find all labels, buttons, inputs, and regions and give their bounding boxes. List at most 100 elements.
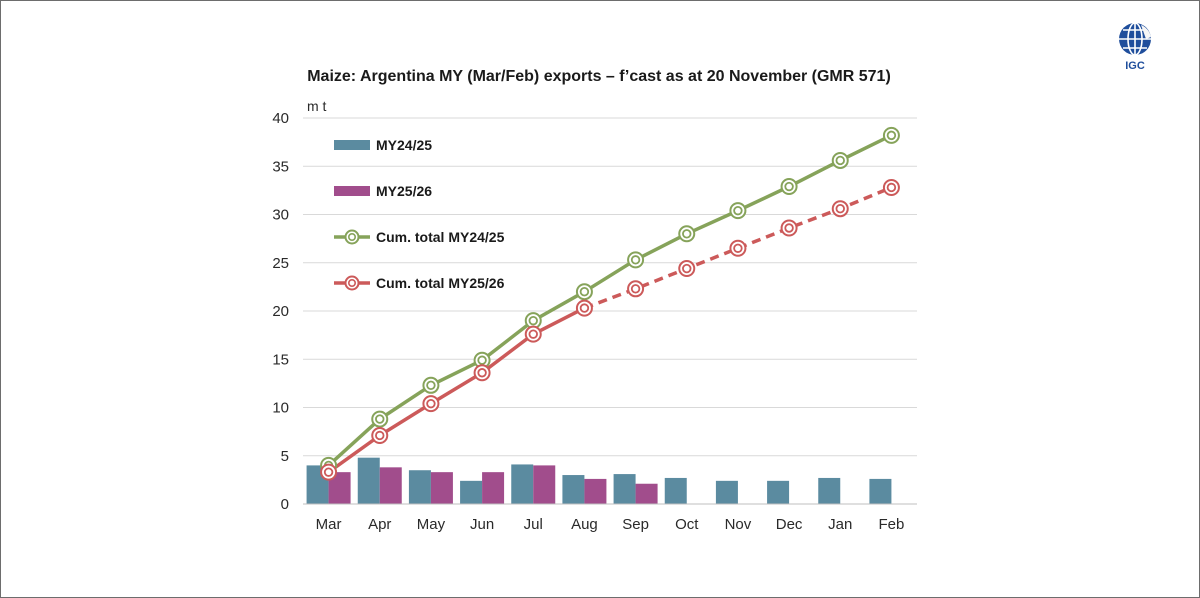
bars bbox=[306, 457, 892, 504]
marker-cum-total-my25-26 bbox=[882, 178, 900, 196]
series-markers bbox=[320, 126, 900, 481]
legend-swatch bbox=[334, 186, 370, 196]
legend: MY24/25 MY25/26 Cum. total MY24/25 Cum. tot… bbox=[334, 137, 505, 291]
bar-my25-26 bbox=[328, 472, 351, 504]
x-tick-label: May bbox=[417, 516, 446, 533]
marker-cum-total-my25-26 bbox=[320, 463, 338, 481]
marker-core bbox=[733, 205, 743, 216]
y-tick-label: 15 bbox=[272, 351, 289, 368]
marker-core bbox=[579, 287, 590, 297]
logo-text: IGC bbox=[1125, 60, 1145, 72]
y-tick-label: 5 bbox=[281, 448, 289, 465]
marker-cum-total-my24-25 bbox=[371, 410, 389, 428]
bar-my25-26 bbox=[482, 472, 505, 504]
y-tick-label: 35 bbox=[272, 158, 289, 175]
legend-item: Cum. total MY25/26 bbox=[334, 275, 505, 291]
y-axis-ticks: 0 5 10 15 20 25 30 35 40 bbox=[272, 110, 289, 513]
bar-my24-25 bbox=[562, 475, 585, 504]
marker-cum-total-my24-25 bbox=[627, 251, 645, 269]
marker-cum-total-my25-26 bbox=[729, 239, 747, 257]
marker-cum-total-my25-26 bbox=[831, 200, 849, 218]
legend-label: Cum. total MY24/25 bbox=[376, 229, 505, 245]
y-tick-label: 0 bbox=[281, 496, 289, 513]
x-tick-label: Jan bbox=[828, 516, 852, 533]
marker-cum-total-my24-25 bbox=[831, 151, 849, 169]
x-tick-label: Aug bbox=[571, 516, 598, 533]
legend-swatch bbox=[334, 140, 370, 150]
marker-cum-total-my25-26 bbox=[780, 219, 798, 237]
marker-cum-total-my24-25 bbox=[575, 283, 593, 301]
bar-my25-26 bbox=[533, 465, 556, 504]
marker-core bbox=[682, 263, 692, 274]
bar-my24-25 bbox=[613, 474, 636, 504]
marker-core bbox=[375, 430, 385, 441]
marker-cum-total-my25-26 bbox=[473, 364, 491, 382]
marker-cum-total-my25-26 bbox=[422, 395, 440, 413]
marker-core bbox=[835, 204, 845, 214]
marker-core bbox=[784, 181, 794, 192]
bar-my24-25 bbox=[869, 478, 892, 504]
legend-item: MY25/26 bbox=[334, 183, 432, 199]
marker-cum-total-my24-25 bbox=[524, 312, 542, 330]
marker-core bbox=[733, 243, 743, 253]
marker-cum-total-my24-25 bbox=[678, 225, 696, 243]
marker-cum-total-my25-26 bbox=[627, 280, 645, 298]
marker-cum-total-my25-26 bbox=[575, 299, 593, 317]
marker-core bbox=[835, 155, 845, 166]
marker-cum-total-my24-25 bbox=[882, 126, 900, 144]
legend-item: Cum. total MY24/25 bbox=[334, 229, 505, 245]
line-cum-total-my24-25 bbox=[327, 133, 893, 467]
x-tick-label: Dec bbox=[776, 516, 803, 533]
x-tick-label: Oct bbox=[675, 516, 699, 533]
legend-marker-core bbox=[347, 278, 356, 287]
bar-my24-25 bbox=[511, 464, 534, 504]
marker-core bbox=[477, 368, 487, 378]
marker-cum-total-my24-25 bbox=[422, 376, 440, 394]
bar-my25-26 bbox=[635, 483, 658, 504]
marker-core bbox=[886, 182, 897, 193]
x-tick-label: Feb bbox=[878, 516, 904, 533]
bar-my24-25 bbox=[767, 480, 790, 504]
bar-my25-26 bbox=[430, 472, 453, 504]
legend-label: MY24/25 bbox=[376, 137, 432, 153]
legend-item: MY24/25 bbox=[334, 137, 432, 153]
marker-cum-total-my25-26 bbox=[371, 426, 389, 444]
marker-cum-total-my25-26 bbox=[678, 260, 696, 278]
marker-core bbox=[477, 355, 487, 365]
marker-core bbox=[886, 130, 897, 141]
bar-my24-25 bbox=[460, 480, 483, 504]
x-tick-label: Sep bbox=[622, 516, 649, 533]
y-tick-label: 30 bbox=[272, 207, 289, 224]
x-tick-label: Mar bbox=[316, 516, 342, 533]
bar-my24-25 bbox=[664, 477, 687, 504]
y-axis-unit: m t bbox=[307, 98, 327, 114]
bar-my24-25 bbox=[818, 477, 841, 504]
marker-core bbox=[528, 329, 538, 339]
gridlines bbox=[303, 117, 917, 457]
marker-core bbox=[682, 229, 692, 239]
bar-my24-25 bbox=[715, 480, 738, 504]
bar-my24-25 bbox=[408, 470, 431, 504]
bar-my25-26 bbox=[584, 478, 607, 504]
x-tick-label: Apr bbox=[368, 516, 391, 533]
globe-icon bbox=[1119, 22, 1151, 56]
chart-title: Maize: Argentina MY (Mar/Feb) exports – … bbox=[307, 68, 891, 85]
marker-core bbox=[630, 255, 641, 265]
y-tick-label: 20 bbox=[272, 303, 289, 320]
marker-cum-total-my24-25 bbox=[780, 178, 798, 196]
x-tick-label: Nov bbox=[725, 516, 752, 533]
legend-label: Cum. total MY25/26 bbox=[376, 275, 505, 291]
marker-cum-total-my25-26 bbox=[524, 325, 542, 343]
line-cum-total-my25-26 bbox=[327, 306, 586, 474]
legend-label: MY25/26 bbox=[376, 183, 432, 199]
x-axis-ticks: Mar Apr May Jun Jul Aug Sep Oct Nov Dec Jan Feb bbox=[316, 516, 905, 533]
marker-cum-total-my24-25 bbox=[729, 202, 747, 220]
y-tick-label: 10 bbox=[272, 400, 289, 417]
marker-core bbox=[426, 380, 436, 391]
x-tick-label: Jun bbox=[470, 516, 494, 533]
y-tick-label: 25 bbox=[272, 255, 289, 272]
marker-core bbox=[630, 284, 641, 294]
x-tick-label: Jul bbox=[524, 516, 543, 533]
